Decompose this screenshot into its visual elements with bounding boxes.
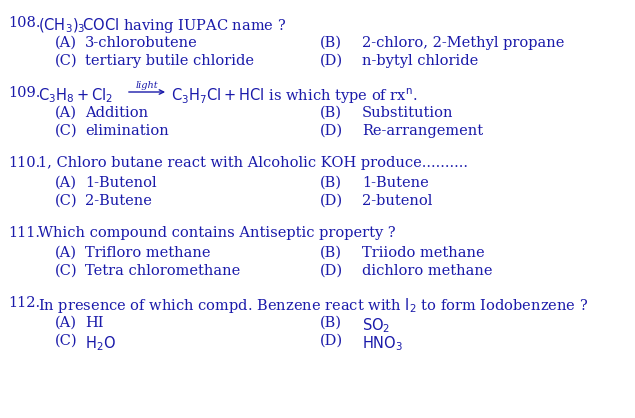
Text: (B): (B)	[320, 176, 342, 190]
Text: Re-arrangement: Re-arrangement	[362, 124, 483, 138]
Text: (A): (A)	[55, 106, 77, 120]
Text: 3-chlorobutene: 3-chlorobutene	[85, 36, 197, 50]
Text: (A): (A)	[55, 36, 77, 50]
Text: (A): (A)	[55, 176, 77, 190]
Text: $\mathrm{SO_2}$: $\mathrm{SO_2}$	[362, 316, 391, 335]
Text: 2-chloro, 2-Methyl propane: 2-chloro, 2-Methyl propane	[362, 36, 565, 50]
Text: 112.: 112.	[8, 296, 40, 310]
Text: In presence of which compd. Benzene react with $\mathrm{I_2}$ to form Iodobenzen: In presence of which compd. Benzene reac…	[38, 296, 588, 315]
Text: 1, Chloro butane react with Alcoholic KOH produce..........: 1, Chloro butane react with Alcoholic KO…	[38, 156, 468, 170]
Text: light: light	[136, 81, 158, 90]
Text: tertiary butile chloride: tertiary butile chloride	[85, 54, 254, 68]
Text: Triiodo methane: Triiodo methane	[362, 246, 485, 260]
Text: (D): (D)	[320, 194, 343, 208]
Text: (C): (C)	[55, 334, 77, 348]
Text: (B): (B)	[320, 36, 342, 50]
Text: 1-Butenol: 1-Butenol	[85, 176, 157, 190]
Text: (B): (B)	[320, 316, 342, 330]
Text: (C): (C)	[55, 54, 77, 68]
Text: Substitution: Substitution	[362, 106, 453, 120]
Text: (A): (A)	[55, 246, 77, 260]
Text: 109.: 109.	[8, 86, 41, 100]
Text: 110.: 110.	[8, 156, 40, 170]
Text: 2-Butene: 2-Butene	[85, 194, 152, 208]
Text: 108.: 108.	[8, 16, 41, 30]
Text: (D): (D)	[320, 334, 343, 348]
Text: Trifloro methane: Trifloro methane	[85, 246, 210, 260]
Text: 1-Butene: 1-Butene	[362, 176, 429, 190]
Text: $\mathrm{HNO_3}$: $\mathrm{HNO_3}$	[362, 334, 403, 353]
Text: elimination: elimination	[85, 124, 169, 138]
Text: 2-butenol: 2-butenol	[362, 194, 432, 208]
Text: (B): (B)	[320, 106, 342, 120]
Text: $\mathrm{C_3H_7Cl+HCl}$ is which type of rx$^\mathrm{n}$.: $\mathrm{C_3H_7Cl+HCl}$ is which type of…	[171, 86, 418, 106]
Text: n-bytyl chloride: n-bytyl chloride	[362, 54, 478, 68]
Text: (D): (D)	[320, 124, 343, 138]
Text: Which compound contains Antiseptic property ?: Which compound contains Antiseptic prope…	[38, 226, 396, 240]
Text: (D): (D)	[320, 54, 343, 68]
Text: (C): (C)	[55, 264, 77, 278]
Text: (A): (A)	[55, 316, 77, 330]
Text: $\mathrm{C_3H_8+Cl_2}$: $\mathrm{C_3H_8+Cl_2}$	[38, 86, 113, 104]
Text: (C): (C)	[55, 124, 77, 138]
Text: (D): (D)	[320, 264, 343, 278]
Text: (C): (C)	[55, 194, 77, 208]
Text: dichloro methane: dichloro methane	[362, 264, 493, 278]
Text: Tetra chloromethane: Tetra chloromethane	[85, 264, 240, 278]
Text: HI: HI	[85, 316, 104, 330]
Text: Addition: Addition	[85, 106, 148, 120]
Text: 111.: 111.	[8, 226, 40, 240]
Text: (B): (B)	[320, 246, 342, 260]
Text: $\mathrm{H_2O}$: $\mathrm{H_2O}$	[85, 334, 116, 353]
Text: $\left(\mathrm{CH_3}\right)_3\!\mathrm{COCl}$ having IUPAC name ?: $\left(\mathrm{CH_3}\right)_3\!\mathrm{C…	[38, 16, 286, 35]
